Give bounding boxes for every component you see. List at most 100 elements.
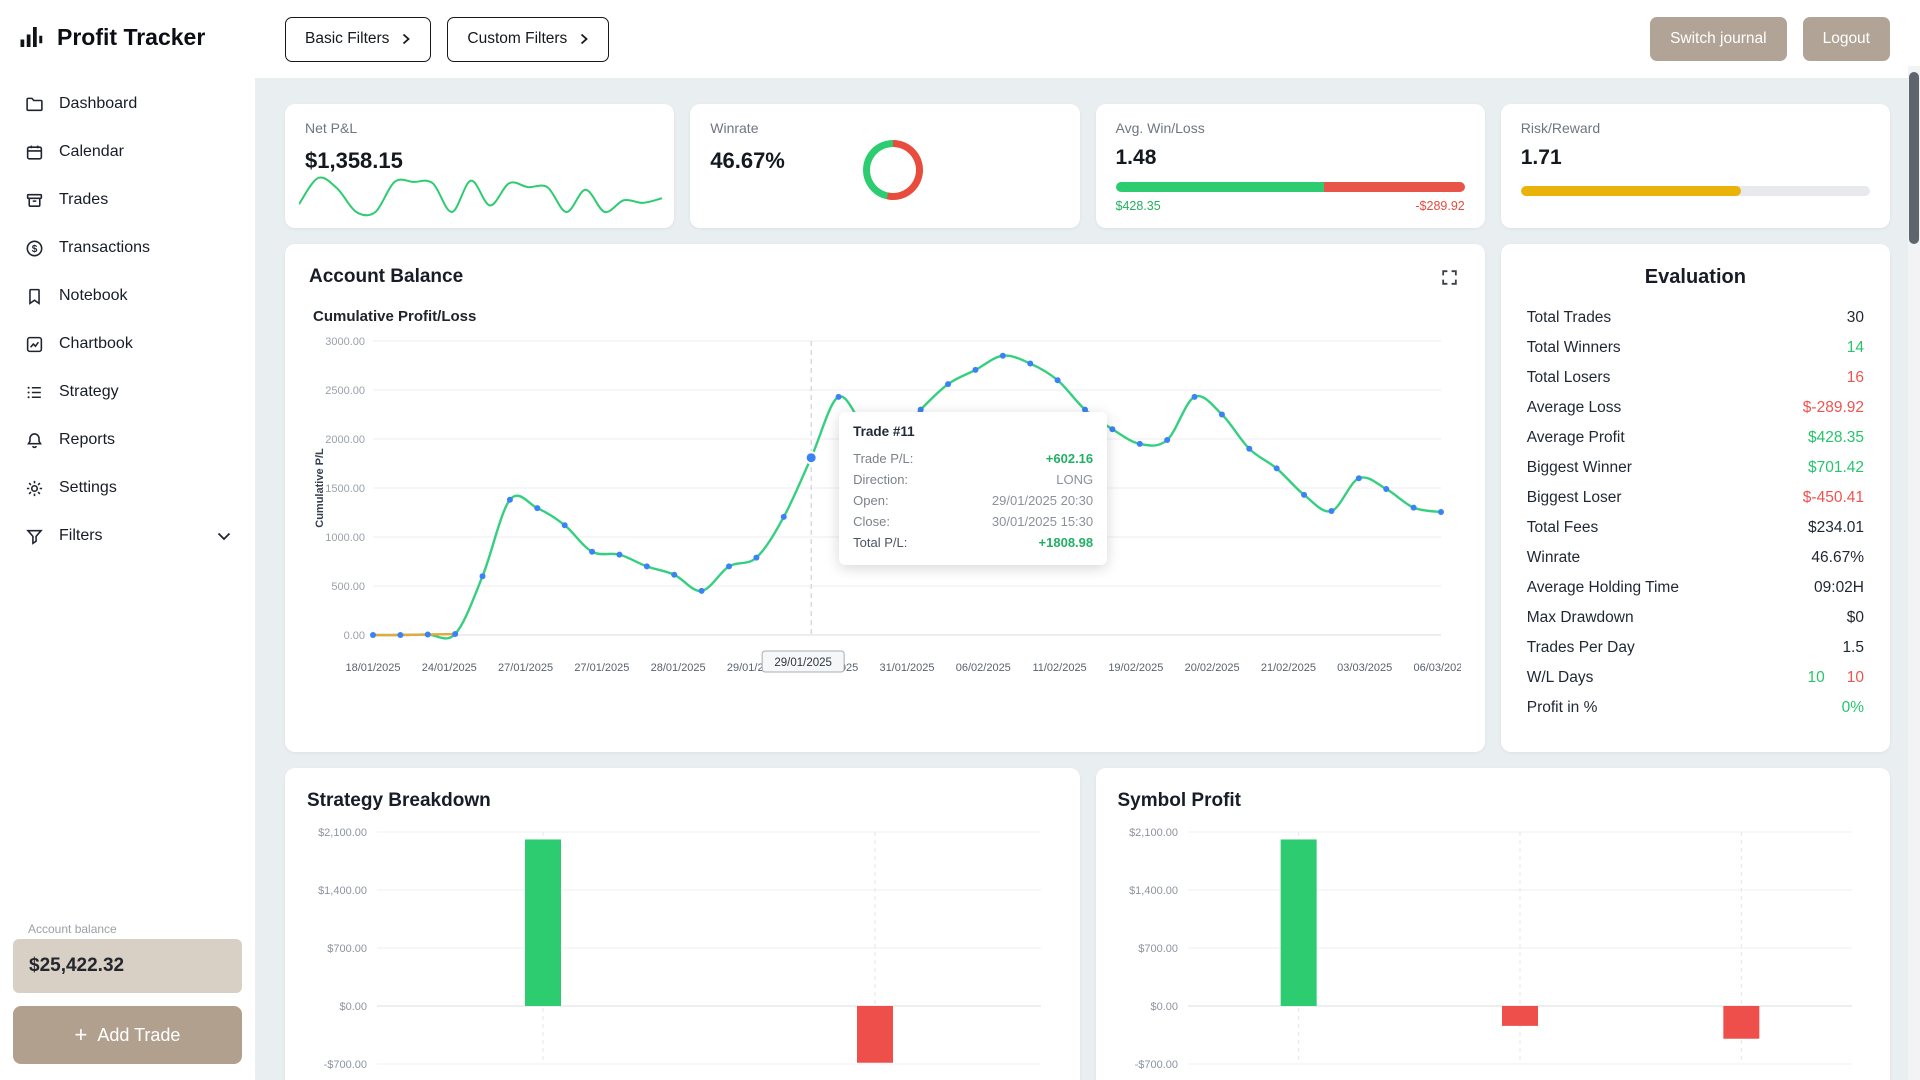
svg-text:28/01/2025: 28/01/2025 bbox=[651, 662, 706, 674]
svg-text:20/02/2025: 20/02/2025 bbox=[1185, 662, 1240, 674]
sidebar-item-reports[interactable]: Reports bbox=[0, 416, 255, 464]
gear-icon bbox=[24, 478, 44, 498]
sidebar-item-label: Settings bbox=[59, 479, 117, 496]
logout-button[interactable]: Logout bbox=[1802, 17, 1890, 61]
tooltip-row: Open: 29/01/2025 20:30 bbox=[853, 492, 1094, 508]
risk-reward-bar bbox=[1520, 186, 1870, 196]
symbol-profit-title: Symbol Profit bbox=[1117, 790, 1242, 811]
custom-filters-button[interactable]: Custom Filters bbox=[447, 16, 610, 62]
evaluation-row-value: 10 bbox=[1807, 669, 1825, 686]
sidebar-item-label: Reports bbox=[59, 431, 116, 448]
svg-text:18/01/2025: 18/01/2025 bbox=[345, 662, 400, 674]
plus-icon: + bbox=[74, 1022, 88, 1047]
winrate-donut-chart bbox=[863, 140, 924, 200]
svg-text:$: $ bbox=[31, 243, 37, 254]
evaluation-row-label: Profit in % bbox=[1526, 699, 1598, 716]
svg-text:11/02/2025: 11/02/2025 bbox=[1032, 662, 1086, 674]
evaluation-row: Biggest Loser $-450.41 bbox=[1527, 483, 1864, 513]
bar[interactable] bbox=[1501, 1006, 1538, 1026]
sidebar-item-dashboard[interactable]: Dashboard bbox=[0, 80, 255, 128]
svg-text:-$700.00: -$700.00 bbox=[1134, 1059, 1177, 1071]
win-amount: $428.35 bbox=[1115, 199, 1161, 213]
svg-text:-$700.00: -$700.00 bbox=[324, 1059, 367, 1071]
sidebar: Profit Tracker Dashboard Calendar Trades $ T… bbox=[0, 0, 255, 1080]
svg-text:06/03/2025: 06/03/2025 bbox=[1413, 662, 1461, 674]
evaluation-card: Evaluation Total Trades 30 Total Winners 14… bbox=[1500, 244, 1890, 752]
archive-icon bbox=[24, 190, 44, 210]
strategy-breakdown-card: Strategy Breakdown $2,100.00 $1,400.00 $70… bbox=[285, 768, 1080, 1080]
sidebar-item-label: Transactions bbox=[59, 239, 150, 256]
sidebar-item-label: Calendar bbox=[59, 143, 124, 160]
evaluation-row: Max Drawdown $0 bbox=[1527, 603, 1864, 633]
bar[interactable] bbox=[1280, 839, 1317, 1006]
donut-hole bbox=[870, 147, 917, 193]
sidebar-item-label: Strategy bbox=[59, 383, 119, 400]
sidebar-item-strategy[interactable]: Strategy bbox=[0, 368, 255, 416]
svg-text:24/01/2025: 24/01/2025 bbox=[422, 662, 477, 674]
add-trade-button[interactable]: + Add Trade bbox=[13, 1006, 242, 1064]
tooltip-title: Trade #11 bbox=[853, 423, 915, 439]
evaluation-row: Average Holding Time 09:02H bbox=[1527, 573, 1864, 603]
switch-journal-button[interactable]: Switch journal bbox=[1650, 17, 1787, 61]
bookmark-icon bbox=[24, 286, 44, 306]
sidebar-item-filters[interactable]: Filters bbox=[0, 512, 255, 560]
win-bar-segment bbox=[1115, 182, 1324, 192]
bar[interactable] bbox=[1722, 1006, 1759, 1039]
svg-text:500.00: 500.00 bbox=[331, 581, 365, 593]
evaluation-row-value-2: 10 bbox=[1846, 669, 1864, 686]
sidebar-item-notebook[interactable]: Notebook bbox=[0, 272, 255, 320]
evaluation-row-value: 09:02H bbox=[1814, 579, 1864, 596]
middle-row: Account Balance Cumulative Profit/Loss 3… bbox=[285, 244, 1890, 752]
basic-filters-button[interactable]: Basic Filters bbox=[285, 16, 432, 62]
evaluation-row: Average Loss $-289.92 bbox=[1527, 393, 1864, 423]
cumulative-pnl-chart[interactable]: 3000.00 2500.00 2000.00 1500.00 1000.00 500.0… bbox=[309, 329, 1469, 681]
sidebar-item-chartbook[interactable]: Chartbook bbox=[0, 320, 255, 368]
svg-text:1000.00: 1000.00 bbox=[325, 532, 365, 544]
account-balance-title: Account Balance bbox=[309, 266, 464, 287]
svg-text:06/02/2025: 06/02/2025 bbox=[956, 662, 1011, 674]
sidebar-item-calendar[interactable]: Calendar bbox=[0, 128, 255, 176]
avg-win-loss-value: 1.48 bbox=[1115, 146, 1157, 169]
svg-text:03/03/2025: 03/03/2025 bbox=[1337, 662, 1392, 674]
svg-text:1500.00: 1500.00 bbox=[325, 483, 365, 495]
risk-reward-fill bbox=[1520, 186, 1741, 196]
scrollbar[interactable] bbox=[1908, 66, 1920, 1080]
svg-text:3000.00: 3000.00 bbox=[325, 336, 365, 348]
tooltip-row: Close: 30/01/2025 15:30 bbox=[853, 513, 1094, 529]
svg-text:Cumulative P/L: Cumulative P/L bbox=[314, 448, 326, 528]
evaluation-row-value: 16 bbox=[1846, 369, 1864, 386]
svg-text:$1,400.00: $1,400.00 bbox=[318, 885, 367, 897]
svg-text:$2,100.00: $2,100.00 bbox=[318, 827, 367, 839]
bar[interactable] bbox=[525, 839, 561, 1006]
evaluation-row: Total Fees $234.01 bbox=[1527, 513, 1864, 543]
custom-filters-label: Custom Filters bbox=[467, 30, 568, 47]
evaluation-row: Winrate 46.67% bbox=[1527, 543, 1864, 573]
winrate-value: 46.67% bbox=[710, 148, 785, 173]
scrollbar-thumb[interactable] bbox=[1909, 72, 1919, 244]
sidebar-item-label: Notebook bbox=[59, 287, 128, 304]
sidebar-item-label: Chartbook bbox=[59, 335, 133, 352]
sidebar-nav: Dashboard Calendar Trades $ Transactions Note… bbox=[0, 80, 255, 560]
expand-icon[interactable] bbox=[1438, 266, 1461, 292]
tooltip-row: Trade P/L: +602.16 bbox=[853, 450, 1094, 466]
svg-text:$1,400.00: $1,400.00 bbox=[1129, 885, 1178, 897]
account-balance-value: $25,422.32 bbox=[13, 939, 242, 993]
add-trade-label: Add Trade bbox=[97, 1024, 181, 1045]
evaluation-row: Average Profit $428.35 bbox=[1527, 423, 1864, 453]
evaluation-row: W/L Days 10 10 bbox=[1527, 663, 1864, 693]
sidebar-item-trades[interactable]: Trades bbox=[0, 176, 255, 224]
sidebar-bottom: Account balance $25,422.32 + Add Trade bbox=[0, 922, 255, 1080]
bar[interactable] bbox=[857, 1006, 893, 1063]
account-balance-card: Account Balance Cumulative Profit/Loss 3… bbox=[285, 244, 1485, 752]
avg-win-loss-card: Avg. Win/Loss 1.48 $428.35 -$289.92 bbox=[1095, 104, 1485, 228]
net-pnl-label: Net P&L bbox=[305, 120, 358, 136]
chevron-down-icon bbox=[217, 532, 231, 541]
winrate-label: Winrate bbox=[710, 120, 759, 136]
sidebar-item-settings[interactable]: Settings bbox=[0, 464, 255, 512]
sidebar-item-transactions[interactable]: $ Transactions bbox=[0, 224, 255, 272]
evaluation-row-label: Trades Per Day bbox=[1526, 639, 1635, 656]
net-pnl-card: Net P&L $1,358.15 bbox=[285, 104, 675, 228]
loss-amount: -$289.92 bbox=[1415, 199, 1465, 213]
svg-text:0.00: 0.00 bbox=[344, 630, 365, 642]
topbar: Basic Filters Custom Filters Switch jour… bbox=[255, 0, 1920, 78]
